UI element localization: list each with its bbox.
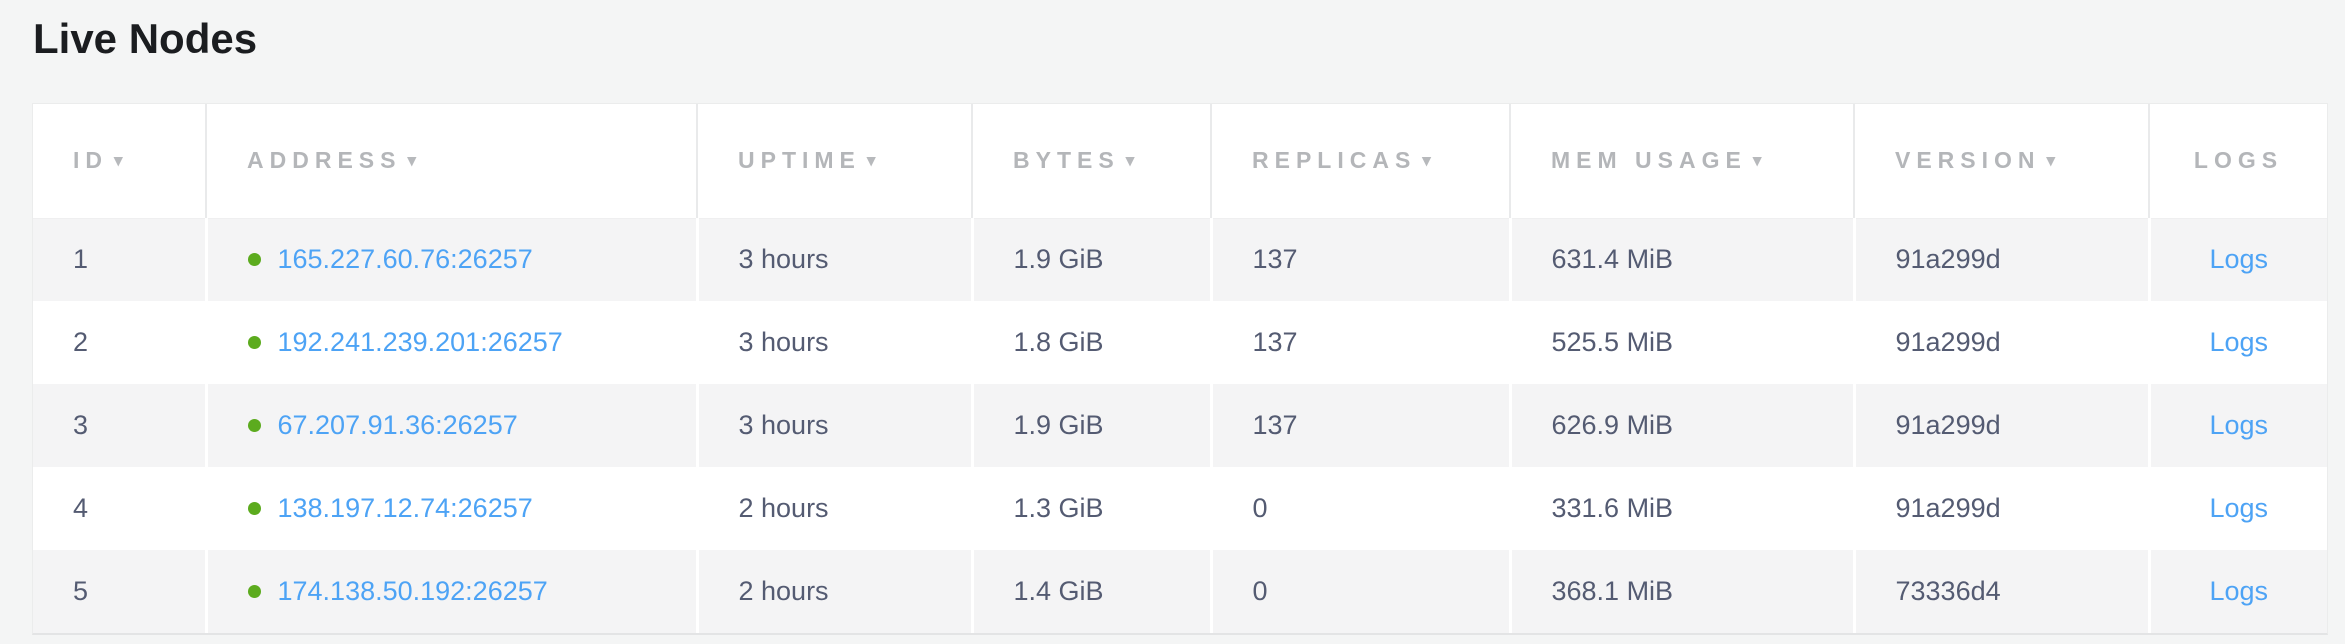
node-bytes-cell: 1.9 GiB	[972, 384, 1213, 467]
node-mem-usage-cell: 525.5 MiB	[1510, 301, 1856, 384]
sort-arrow-icon: ▾	[114, 151, 123, 171]
node-address-link[interactable]: 138.197.12.74:26257	[277, 493, 533, 523]
column-header-label: ADDRESS	[247, 147, 402, 174]
column-header-mem-usage[interactable]: MEM USAGE ▾	[1510, 104, 1855, 218]
column-header-label: MEM USAGE	[1551, 147, 1747, 174]
node-address-link[interactable]: 67.207.91.36:26257	[277, 410, 518, 440]
logs-link[interactable]: Logs	[2209, 493, 2269, 523]
column-header-uptime[interactable]: UPTIME ▾	[697, 104, 973, 218]
node-address-link[interactable]: 192.241.239.201:26257	[277, 327, 563, 357]
live-status-dot-icon	[247, 253, 261, 267]
node-mem-usage-cell: 331.6 MiB	[1510, 467, 1856, 550]
node-address-link[interactable]: 165.227.60.76:26257	[277, 244, 533, 275]
table-row: 4 138.197.12.74:26257 2 hours 1.3 GiB 0 …	[33, 467, 2327, 550]
column-header-label: REPLICAS	[1252, 147, 1417, 174]
node-uptime-cell: 2 hours	[697, 467, 974, 550]
node-id-cell: 5	[33, 550, 208, 633]
node-logs-cell: Logs	[2149, 384, 2327, 467]
table-row: 3 67.207.91.36:26257 3 hours 1.9 GiB 137…	[33, 384, 2327, 467]
logs-link[interactable]: Logs	[2209, 327, 2269, 357]
node-address-cell: 138.197.12.74:26257	[206, 467, 699, 550]
node-address-cell: 174.138.50.192:26257	[206, 550, 699, 633]
node-id-cell: 3	[33, 384, 208, 467]
logs-link[interactable]: Logs	[2209, 244, 2269, 275]
node-logs-cell: Logs	[2149, 217, 2327, 301]
live-status-dot-icon	[247, 336, 261, 349]
table-header-row: ID ▾ ADDRESS ▾ UPTIME ▾ BYTES ▾ REPLICAS ▾	[33, 104, 2327, 218]
node-version-cell: 91a299d	[1854, 467, 2151, 550]
node-address-link[interactable]: 174.138.50.192:26257	[277, 576, 548, 606]
node-bytes-cell: 1.9 GiB	[972, 217, 1213, 301]
table-row: 1 165.227.60.76:26257 3 hours 1.9 GiB 13…	[33, 217, 2327, 301]
node-bytes-cell: 1.3 GiB	[972, 467, 1213, 550]
sort-arrow-icon: ▾	[407, 151, 417, 171]
column-header-version[interactable]: VERSION ▾	[1854, 104, 2150, 218]
node-logs-cell: Logs	[2149, 467, 2327, 550]
node-bytes-cell: 1.8 GiB	[972, 301, 1213, 384]
node-address-cell: 192.241.239.201:26257	[206, 301, 699, 384]
node-replicas-cell: 0	[1211, 550, 1512, 633]
live-nodes-table: ID ▾ ADDRESS ▾ UPTIME ▾ BYTES ▾ REPLICAS ▾	[32, 103, 2328, 635]
sort-arrow-icon: ▾	[1422, 151, 1431, 171]
node-logs-cell: Logs	[2149, 550, 2327, 633]
node-uptime-cell: 2 hours	[697, 550, 974, 633]
page-title: Live Nodes	[33, 15, 258, 62]
node-uptime-cell: 3 hours	[697, 301, 974, 384]
node-mem-usage-cell: 368.1 MiB	[1510, 550, 1856, 633]
node-replicas-cell: 137	[1211, 301, 1512, 384]
node-id-cell: 4	[33, 467, 208, 550]
node-uptime-cell: 3 hours	[697, 384, 974, 467]
node-replicas-cell: 137	[1211, 384, 1512, 467]
column-header-id[interactable]: ID ▾	[33, 104, 207, 218]
logs-link[interactable]: Logs	[2209, 576, 2269, 606]
live-status-dot-icon	[247, 585, 261, 598]
node-uptime-cell: 3 hours	[697, 217, 974, 301]
node-replicas-cell: 0	[1211, 467, 1512, 550]
column-header-label: ID	[73, 147, 108, 174]
table-row: 2 192.241.239.201:26257 3 hours 1.8 GiB …	[33, 301, 2327, 384]
node-id-cell: 2	[33, 301, 208, 384]
live-status-dot-icon	[247, 502, 261, 515]
column-header-label: UPTIME	[738, 147, 861, 174]
node-mem-usage-cell: 626.9 MiB	[1510, 384, 1856, 467]
node-version-cell: 91a299d	[1854, 384, 2151, 467]
column-header-label: LOGS	[2193, 147, 2284, 174]
node-version-cell: 91a299d	[1854, 301, 2151, 384]
node-version-cell: 73336d4	[1854, 550, 2151, 633]
live-status-dot-icon	[247, 419, 261, 432]
sort-arrow-icon: ▾	[866, 151, 876, 171]
sort-arrow-icon: ▾	[2046, 151, 2056, 171]
column-header-bytes[interactable]: BYTES ▾	[972, 104, 1212, 218]
node-replicas-cell: 137	[1211, 217, 1512, 301]
node-address-cell: 165.227.60.76:26257	[206, 217, 699, 301]
column-header-label: VERSION	[1895, 147, 2041, 174]
column-header-address[interactable]: ADDRESS ▾	[206, 104, 698, 218]
table-row: 5 174.138.50.192:26257 2 hours 1.4 GiB 0…	[33, 550, 2327, 633]
logs-link[interactable]: Logs	[2209, 410, 2269, 440]
node-logs-cell: Logs	[2149, 301, 2327, 384]
column-header-label: BYTES	[1013, 147, 1120, 174]
node-id-cell: 1	[33, 217, 208, 301]
node-version-cell: 91a299d	[1854, 217, 2151, 301]
column-header-replicas[interactable]: REPLICAS ▾	[1211, 104, 1511, 218]
node-address-cell: 67.207.91.36:26257	[206, 384, 699, 467]
sort-arrow-icon: ▾	[1125, 151, 1135, 171]
column-header-logs: LOGS	[2149, 104, 2327, 218]
node-mem-usage-cell: 631.4 MiB	[1510, 217, 1856, 301]
node-bytes-cell: 1.4 GiB	[972, 550, 1213, 633]
sort-arrow-icon: ▾	[1752, 151, 1762, 171]
